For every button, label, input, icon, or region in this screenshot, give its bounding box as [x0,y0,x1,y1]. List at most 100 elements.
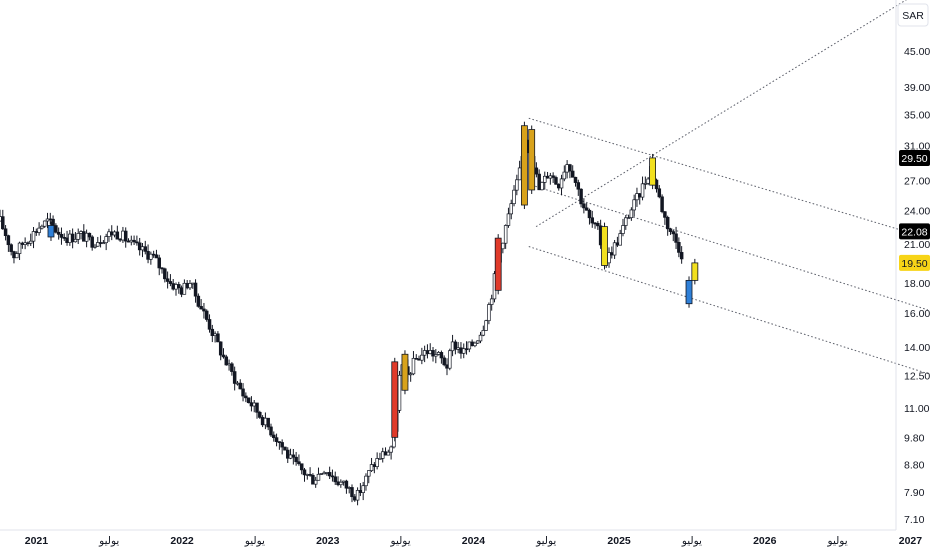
channel-line-4 [535,0,907,228]
candle-body [503,225,508,244]
candle [269,423,273,437]
candle [621,218,625,237]
candle [397,370,402,413]
candle-body [232,371,237,384]
candle-body [59,233,64,238]
candle [632,194,636,217]
candle-body [305,474,310,476]
time-axis[interactable]: 2021 يوليو 2022 يوليو 2023 يوليو 2024 يوليو 2025… [25,535,923,547]
candle-body [386,451,391,456]
candle-body [297,461,301,465]
candle [434,349,438,364]
candle [489,294,494,311]
candle [193,279,198,303]
candle [506,207,511,228]
candle-body [380,451,385,459]
candle-body [277,441,282,443]
candle-body [112,231,117,236]
candle-body [151,253,156,256]
currency-label: SAR [902,10,924,22]
price-tick-label: 45.00 [904,46,930,58]
candle-body [263,417,268,426]
candle-body [501,242,505,250]
candle [319,473,324,476]
candle [196,293,201,308]
candle-body [202,308,206,312]
candle-body [188,283,192,289]
candle-body [341,480,346,483]
candle-body [445,364,449,369]
candle-body [90,236,94,248]
candle-body [573,176,578,183]
highlight-candle-body [601,226,608,266]
candle [157,254,161,276]
candle [643,176,648,190]
candle [291,448,296,465]
candle-body [313,479,318,485]
candle-body [62,237,67,239]
candle-body [657,188,662,198]
candle-body [646,178,650,184]
price-tick-label: 21.00 [904,239,930,251]
candle [590,210,595,228]
candle [624,214,628,230]
candle-body [358,490,363,493]
price-label-text: 22.08 [901,226,927,238]
candle [241,383,245,402]
time-tick-label: يوليو [535,535,556,547]
candle-body [464,348,469,351]
candle [551,172,555,183]
candle [70,228,75,249]
price-label-text: 19.50 [901,258,927,270]
candle-body [319,473,324,475]
highlight-candle-gold [528,125,536,194]
currency-badge[interactable]: SAR [897,3,929,27]
candle-body [637,193,642,198]
candle-body [408,373,413,376]
candle-body [439,352,444,359]
candle [559,174,564,196]
highlight-candle-body [494,237,502,291]
candle-body [559,178,564,189]
candle-body [593,222,597,225]
highlight-candle-body [401,353,409,391]
highlight-candle-body [521,125,528,206]
candle [579,188,583,208]
candle [232,366,237,391]
candle [596,221,600,230]
candle [487,302,491,325]
price-axis[interactable]: 45.00 39.00 35.00 31.00 27.00 24.00 21.00 18.00… [904,46,930,526]
candle [40,224,44,230]
candle [283,446,287,451]
candle-body [327,472,332,477]
candle-body [79,231,83,234]
candle [15,251,19,259]
candle-body [596,222,600,227]
price-tick-label: 39.00 [904,82,930,94]
candle-body [336,481,340,486]
time-tick-label: يوليو [244,535,265,547]
candle [168,274,173,287]
highlight-candle-yellow [691,258,699,285]
candle [473,341,477,348]
candle [255,402,259,419]
candle-body [302,469,307,476]
candle-body [632,199,636,211]
candle [182,279,187,295]
candle-body [196,295,201,307]
candle-body [448,350,452,369]
candle [442,355,446,367]
candle-body [339,481,343,486]
candle-body [12,251,16,259]
candle-body [584,207,589,211]
highlighted-candles [47,121,699,442]
candle-body [163,268,167,280]
candle-body [123,230,128,242]
candle [163,267,167,283]
channel-lines [528,0,929,375]
candle-body [182,282,187,295]
candle-body [506,213,511,226]
candle [204,309,209,322]
